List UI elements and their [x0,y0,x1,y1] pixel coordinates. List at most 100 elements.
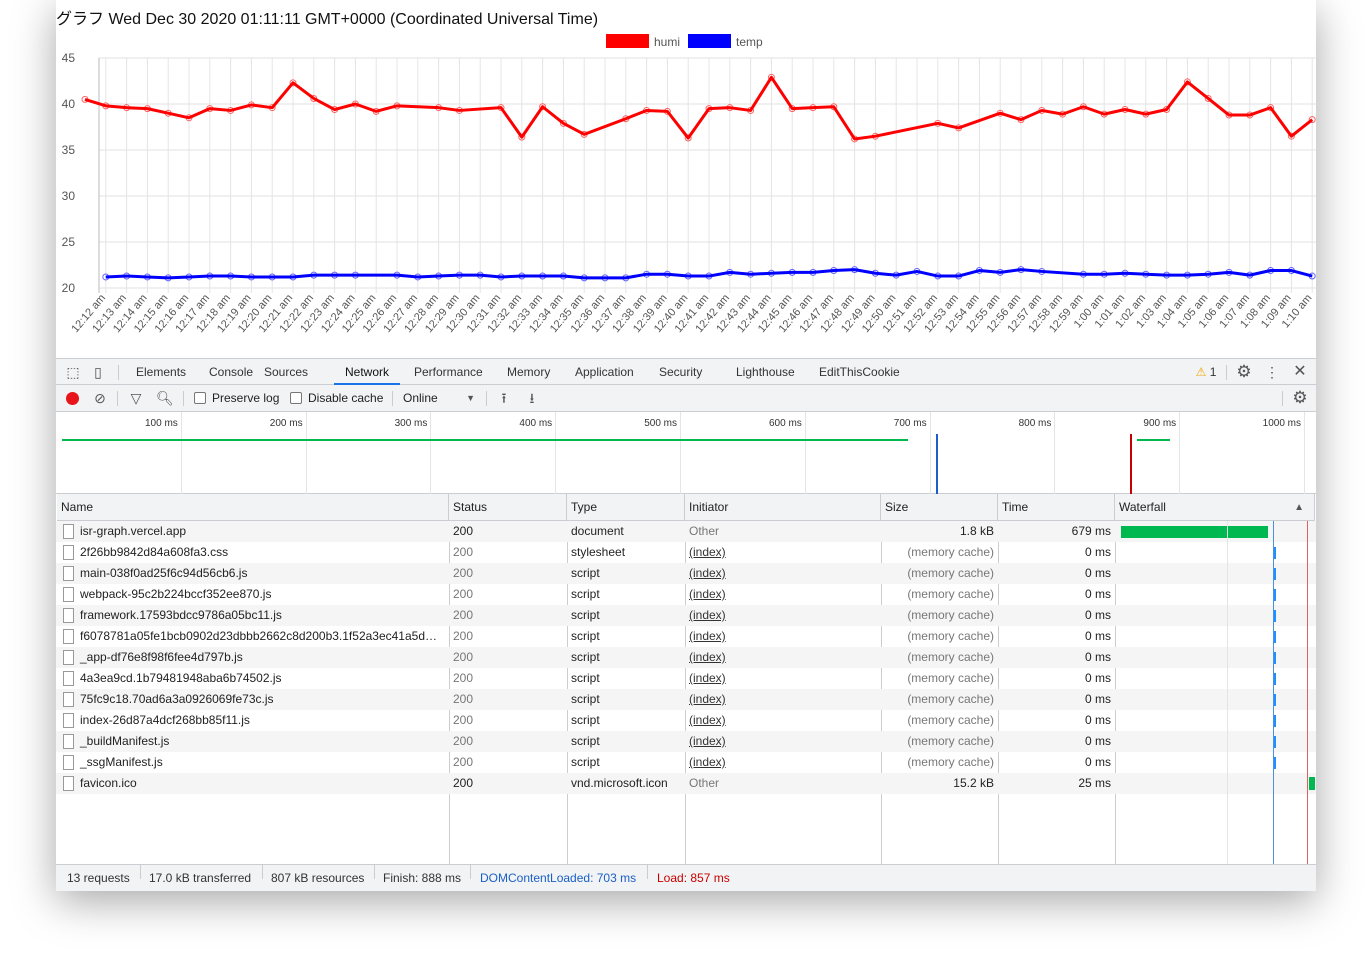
tab-elements[interactable]: Elements [136,365,187,379]
temp-data-point [892,271,900,279]
tab-network[interactable]: Network [334,359,401,385]
dom-content-loaded-time: DOMContentLoaded: 703 ms [480,871,637,885]
cell-type: vnd.microsoft.icon [571,776,668,790]
humi-data-point [1017,116,1025,124]
column-header-size[interactable]: Size [881,494,998,521]
tab-editthiscookie[interactable]: EditThisCookie [819,365,900,379]
overview-tick-label: 700 ms [893,418,927,429]
transferred-size: 17.0 kB transferred [149,871,252,885]
cell-name[interactable]: index-26d87a4dcf268bb85f11.js [80,713,250,727]
column-header-label: Time [1002,500,1029,514]
cell-name[interactable]: _ssgManifest.js [80,755,163,769]
cell-initiator[interactable]: (index) [689,734,726,748]
throttle-select[interactable]: Online ▼ [403,385,475,412]
search-icon[interactable]: 🔍︎ [156,390,174,406]
disable-cache-checkbox[interactable] [290,392,302,404]
table-row[interactable]: f6078781a05fe1bcb0902d23dbbb2662c8d200b3… [56,626,1316,647]
waterfall-bar [1120,526,1268,538]
cell-status: 200 [453,692,474,706]
cell-type: script [571,566,600,580]
column-header-status[interactable]: Status [449,494,567,521]
table-row[interactable]: framework.17593bdcc9786a05bc11.js 200 scri… [56,605,1316,626]
table-row[interactable]: _buildManifest.js 200 script (index) (memory… [56,731,1316,752]
tab-security[interactable]: Security [659,365,703,379]
cell-name[interactable]: _app-df76e8f98f6fee4d797b.js [80,650,243,664]
file-icon [63,566,74,581]
tab-lighthouse[interactable]: Lighthouse [736,365,795,379]
more-menu-icon[interactable]: ⋮ [1265,364,1279,380]
file-icon [63,608,74,623]
clear-icon[interactable]: ⊘ [94,390,106,406]
cell-name[interactable]: webpack-95c2b224bccf352ee870.js [80,587,272,601]
cell-time: 0 ms [1084,755,1111,769]
cell-name[interactable]: 4a3ea9cd.1b79481948aba6b74502.js [80,671,282,685]
cell-name[interactable]: 75fc9c18.70ad6a3a0926069fe73c.js [80,692,274,706]
device-toolbar-icon[interactable]: ▯ [94,364,102,380]
cell-initiator[interactable]: (index) [689,755,726,769]
temp-data-point [788,268,796,276]
export-har-icon[interactable]: ⭳ [529,390,535,406]
warnings-button[interactable]: ⚠ 1 [1195,365,1217,379]
network-overview-timeline[interactable]: 100 ms 200 ms 300 ms 400 ms 500 ms 600 ms 700 … [56,412,1316,494]
cell-name[interactable]: main-038f0ad25f6c94d56cb6.js [80,566,248,580]
table-row[interactable]: _app-df76e8f98f6fee4d797b.js 200 script (in… [56,647,1316,668]
record-button[interactable] [66,392,79,405]
temp-data-point [1100,270,1108,278]
cell-initiator[interactable]: (index) [689,608,726,622]
cell-time: 0 ms [1084,587,1111,601]
column-header-time[interactable]: Time [998,494,1115,521]
network-settings-gear-icon[interactable]: ⚙ [1292,388,1308,407]
settings-gear-icon[interactable]: ⚙ [1236,362,1252,381]
waterfall-bar [1309,777,1316,790]
cell-initiator[interactable]: (index) [689,650,726,664]
cell-name[interactable]: _buildManifest.js [80,734,170,748]
column-header-initiator[interactable]: Initiator [685,494,881,521]
tab-application[interactable]: Application [575,365,634,379]
table-row[interactable]: main-038f0ad25f6c94d56cb6.js 200 script (in… [56,563,1316,584]
column-header-type[interactable]: Type [567,494,685,521]
column-header-waterfall[interactable]: Waterfall ▲ [1115,494,1315,521]
humi-data-point [1183,78,1191,86]
cell-initiator[interactable]: (index) [689,587,726,601]
filter-icon[interactable]: ▽ [130,390,142,406]
cell-type: script [571,608,600,622]
temp-data-point [518,272,526,280]
cell-initiator[interactable]: (index) [689,671,726,685]
inspect-element-icon[interactable]: ⬚ [66,364,80,380]
table-row[interactable]: index-26d87a4dcf268bb85f11.js 200 script (i… [56,710,1316,731]
waterfall-bar [1273,694,1276,706]
cell-initiator[interactable]: (index) [689,692,726,706]
cell-name[interactable]: isr-graph.vercel.app [80,524,187,538]
tab-console[interactable]: Console [209,365,254,379]
table-row[interactable]: _ssgManifest.js 200 script (index) (memory c… [56,752,1316,773]
waterfall-bar [1273,547,1276,559]
preserve-log-checkbox[interactable] [194,392,206,404]
table-row[interactable]: 4a3ea9cd.1b79481948aba6b74502.js 200 scrip… [56,668,1316,689]
table-row[interactable]: 2f26bb9842d84a608fa3.css 200 stylesheet (in… [56,542,1316,563]
cell-initiator[interactable]: (index) [689,713,726,727]
table-row[interactable]: 75fc9c18.70ad6a3a0926069fe73c.js 200 scrip… [56,689,1316,710]
cell-name[interactable]: f6078781a05fe1bcb0902d23dbbb2662c8d200b3… [80,629,438,643]
table-row[interactable]: webpack-95c2b224bccf352ee870.js 200 script… [56,584,1316,605]
humi-data-point [310,94,318,102]
column-header-name[interactable]: Name [57,494,449,521]
humi-data-point [143,105,151,113]
file-icon [63,545,74,560]
humi-data-point [123,104,131,112]
tab-performance[interactable]: Performance [414,365,483,379]
temp-data-point [123,272,131,280]
cell-name[interactable]: 2f26bb9842d84a608fa3.css [80,545,229,559]
table-row[interactable]: isr-graph.vercel.app 200 document Other 1.8 … [56,521,1316,542]
close-icon[interactable]: ✕ [1293,363,1307,380]
tab-memory[interactable]: Memory [507,365,551,379]
cell-initiator[interactable]: (index) [689,566,726,580]
import-har-icon[interactable]: ⭱ [501,390,507,406]
table-row[interactable]: favicon.ico 200 vnd.microsoft.icon Other 15.… [56,773,1316,794]
cell-name[interactable]: framework.17593bdcc9786a05bc11.js [80,608,282,622]
cell-initiator[interactable]: (index) [689,545,726,559]
cell-initiator[interactable]: (index) [689,629,726,643]
tab-sources[interactable]: Sources [264,365,309,379]
temp-data-point [1204,270,1212,278]
cell-name[interactable]: favicon.ico [80,776,137,790]
temp-data-point [705,272,713,280]
